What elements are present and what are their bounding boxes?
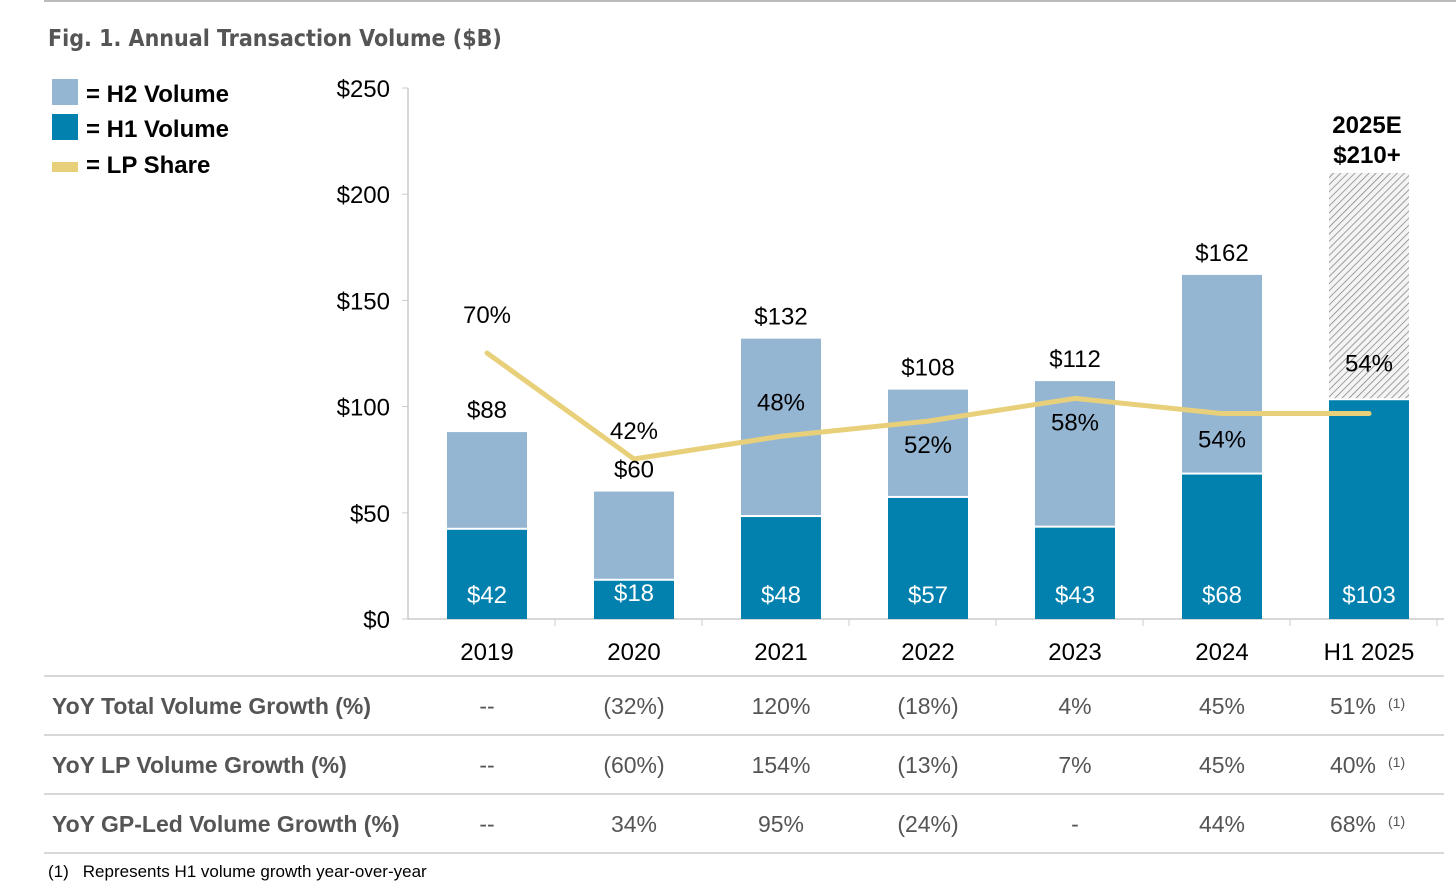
chart-title: Fig. 1. Annual Transaction Volume ($B) xyxy=(48,26,502,52)
footnote: (1) Represents H1 volume growth year-over… xyxy=(48,862,427,881)
total-label: $112 xyxy=(1049,346,1101,373)
h1-value-label: $43 xyxy=(1055,582,1095,609)
table-cell: 51% xyxy=(1330,693,1376,719)
bar-h1 xyxy=(741,517,821,619)
h1-value-label: $68 xyxy=(1202,582,1242,609)
table-cell: 120% xyxy=(752,693,811,719)
table-footnote-ref: (1) xyxy=(1388,813,1405,829)
legend-swatch-h1 xyxy=(52,114,78,140)
estimate-label-value: $210+ xyxy=(1333,142,1400,169)
table-row-label: YoY LP Volume Growth (%) xyxy=(52,752,347,778)
y-tick-label: $100 xyxy=(337,395,390,422)
lp-share-label: 42% xyxy=(610,418,658,445)
table-cell: -- xyxy=(479,811,494,837)
legend-label-h1: = H1 Volume xyxy=(86,116,229,143)
table-row-label: YoY GP-Led Volume Growth (%) xyxy=(52,811,400,837)
h1-value-label: $103 xyxy=(1342,582,1395,609)
h1-value-label: $18 xyxy=(614,580,654,607)
y-tick-label: $50 xyxy=(350,501,390,528)
table-cell: 95% xyxy=(758,811,804,837)
legend-swatch-h2 xyxy=(52,79,78,105)
x-tick-label: 2019 xyxy=(460,639,513,666)
table-cell: 4% xyxy=(1058,693,1091,719)
x-tick-label: 2020 xyxy=(607,639,660,666)
table-cell: 40% xyxy=(1330,752,1376,778)
lp-share-label: 52% xyxy=(904,432,952,459)
x-tick-label: 2021 xyxy=(754,639,807,666)
x-tick-label: H1 2025 xyxy=(1324,639,1415,666)
total-label: $132 xyxy=(754,304,807,331)
y-tick-label: $150 xyxy=(337,288,390,315)
lp-share-label: 70% xyxy=(463,302,511,329)
total-label: $162 xyxy=(1195,240,1248,267)
lp-share-label: 54% xyxy=(1345,351,1393,378)
bar-h1 xyxy=(447,529,527,619)
table-cell: (13%) xyxy=(897,752,958,778)
total-label: $108 xyxy=(901,355,954,382)
lp-share-label: 54% xyxy=(1198,427,1246,454)
table-row-label: YoY Total Volume Growth (%) xyxy=(52,693,371,719)
x-tick-label: 2022 xyxy=(901,639,954,666)
bar-h2 xyxy=(741,338,821,516)
table-cell: 154% xyxy=(752,752,811,778)
y-tick-label: $200 xyxy=(337,182,390,209)
lp-share-label: 58% xyxy=(1051,409,1099,436)
bar-h2 xyxy=(1035,381,1115,526)
h1-value-label: $48 xyxy=(761,582,801,609)
lp-share-label: 48% xyxy=(757,389,805,416)
table-cell: 34% xyxy=(611,811,657,837)
table-cell: 45% xyxy=(1199,693,1245,719)
bar-h1 xyxy=(1329,400,1409,619)
table-cell: (32%) xyxy=(603,693,664,719)
legend: = H2 Volume = H1 Volume = LP Share xyxy=(52,79,229,179)
legend-swatch-lp xyxy=(52,162,78,172)
bar-h2 xyxy=(594,491,674,579)
legend-label-h2: = H2 Volume xyxy=(86,81,229,108)
x-tick-label: 2024 xyxy=(1195,639,1248,666)
h1-value-label: $57 xyxy=(908,582,948,609)
bar-h1 xyxy=(594,580,674,619)
table-cell: (18%) xyxy=(897,693,958,719)
table-cell: - xyxy=(1071,811,1079,837)
bar-h1 xyxy=(888,497,968,619)
h1-value-label: $42 xyxy=(467,582,507,609)
table-cell: -- xyxy=(479,693,494,719)
bar-h2 xyxy=(447,432,527,528)
table-cell: 44% xyxy=(1199,811,1245,837)
footnote-text: Represents H1 volume growth year-over-ye… xyxy=(83,862,427,881)
table-cell: 68% xyxy=(1330,811,1376,837)
table-cell: (24%) xyxy=(897,811,958,837)
x-tick-label: 2023 xyxy=(1048,639,1101,666)
y-tick-label: $0 xyxy=(363,607,390,634)
table-cell: -- xyxy=(479,752,494,778)
y-tick-label: $250 xyxy=(337,76,390,103)
total-label: $60 xyxy=(614,457,654,484)
table-cell: (60%) xyxy=(603,752,664,778)
total-label: $88 xyxy=(467,397,507,424)
bar-h1 xyxy=(1035,527,1115,619)
bar-h2 xyxy=(888,389,968,496)
footnote-marker: (1) xyxy=(48,862,69,881)
table-cell: 7% xyxy=(1058,752,1091,778)
legend-label-lp: = LP Share xyxy=(86,152,210,179)
table-cell: 45% xyxy=(1199,752,1245,778)
estimate-label-year: 2025E xyxy=(1332,112,1401,139)
table-footnote-ref: (1) xyxy=(1388,695,1405,711)
bar-h2 xyxy=(1182,274,1262,473)
bar-estimate-hatched xyxy=(1329,172,1409,399)
bar-h1 xyxy=(1182,474,1262,619)
table-footnote-ref: (1) xyxy=(1388,754,1405,770)
